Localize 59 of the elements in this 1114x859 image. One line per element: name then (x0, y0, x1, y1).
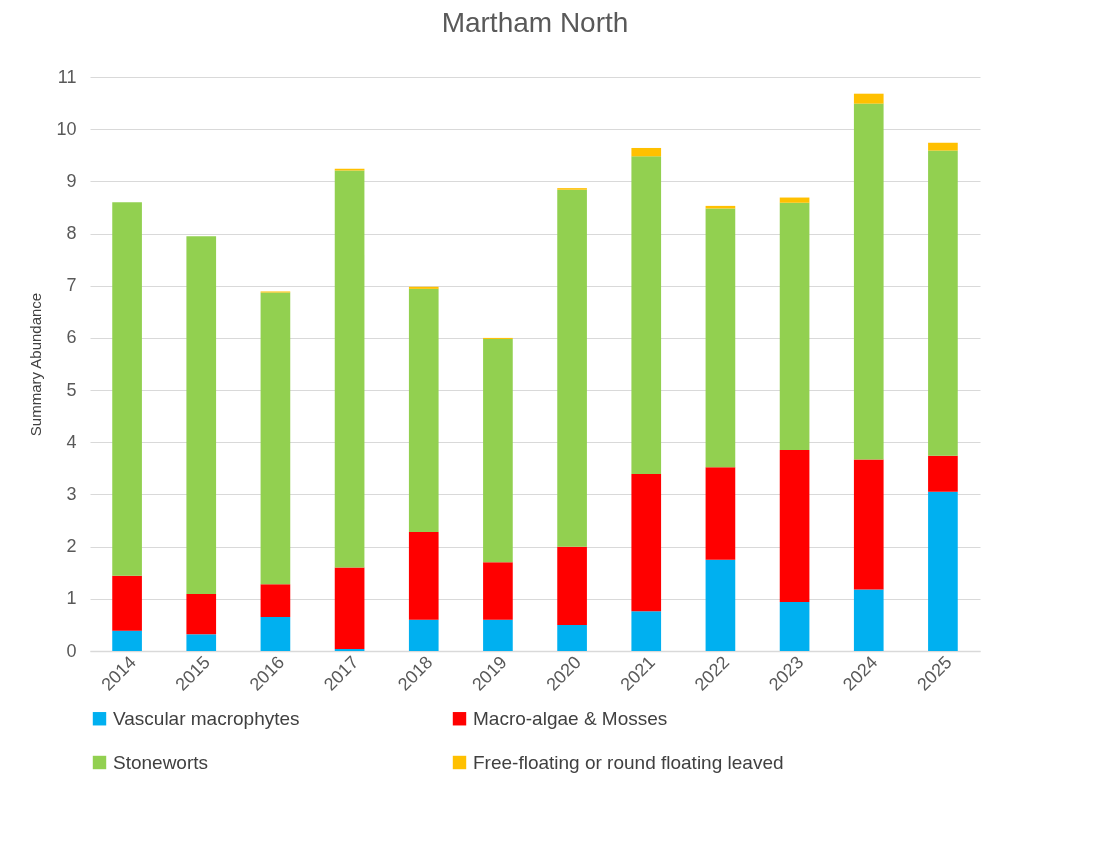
bar (408, 619, 439, 651)
y-tick-label: 1 (66, 588, 77, 609)
legend-label: Vascular macrophytes (113, 707, 300, 729)
bar (408, 288, 439, 533)
legend-label: Macro-algae & Mosses (473, 707, 668, 729)
chart-title: Martham North (441, 7, 629, 38)
legend-label: Free-floating or round floating leaved (473, 751, 784, 773)
bar (928, 455, 958, 492)
y-tick-label: 3 (66, 483, 77, 504)
bar (483, 562, 513, 620)
bar (334, 170, 365, 568)
bar (260, 584, 291, 618)
bar (705, 208, 736, 468)
bar (928, 150, 958, 456)
bar (408, 286, 439, 289)
bar (112, 202, 142, 576)
bar (112, 630, 142, 651)
bar (853, 103, 884, 460)
bar (705, 559, 736, 651)
y-tick-label: 0 (66, 640, 77, 661)
y-tick-label: 4 (66, 431, 77, 452)
bar (557, 189, 587, 547)
bar (779, 450, 810, 602)
y-tick-label: 9 (66, 170, 77, 191)
bar (186, 594, 217, 635)
y-tick-label: 2 (66, 536, 77, 557)
bar (853, 589, 884, 651)
y-tick-label: 6 (66, 327, 77, 348)
bar (112, 575, 142, 631)
bar (631, 474, 662, 612)
y-tick-label: 11 (57, 66, 77, 87)
bar (557, 624, 587, 651)
bar (334, 648, 365, 651)
y-tick-label: 8 (66, 223, 77, 244)
bar (260, 292, 291, 585)
bar (631, 147, 662, 157)
y-tick-label: 5 (66, 379, 77, 400)
bar (928, 142, 958, 151)
bar (483, 338, 513, 563)
bar (483, 619, 513, 651)
y-tick-label: 10 (56, 118, 77, 139)
bar (631, 156, 662, 475)
bar (705, 467, 736, 560)
bar (853, 93, 884, 104)
bar (186, 236, 217, 595)
legend-label: Stoneworts (113, 751, 209, 773)
bar (186, 634, 217, 651)
bar (928, 491, 958, 651)
bar (853, 459, 884, 590)
y-tick-label: 7 (66, 275, 77, 296)
bar (779, 601, 810, 651)
bar (557, 546, 587, 625)
bar (260, 617, 291, 651)
y-axis-title: Summary Abundance (27, 292, 45, 437)
bar (408, 532, 439, 620)
bar (779, 202, 810, 451)
bar (334, 567, 365, 649)
bar (631, 611, 662, 651)
bar (779, 197, 810, 203)
